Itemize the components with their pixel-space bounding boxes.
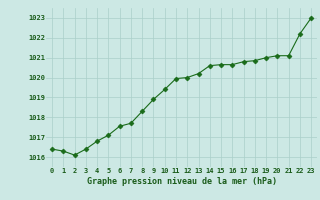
X-axis label: Graphe pression niveau de la mer (hPa): Graphe pression niveau de la mer (hPa) — [87, 177, 276, 186]
